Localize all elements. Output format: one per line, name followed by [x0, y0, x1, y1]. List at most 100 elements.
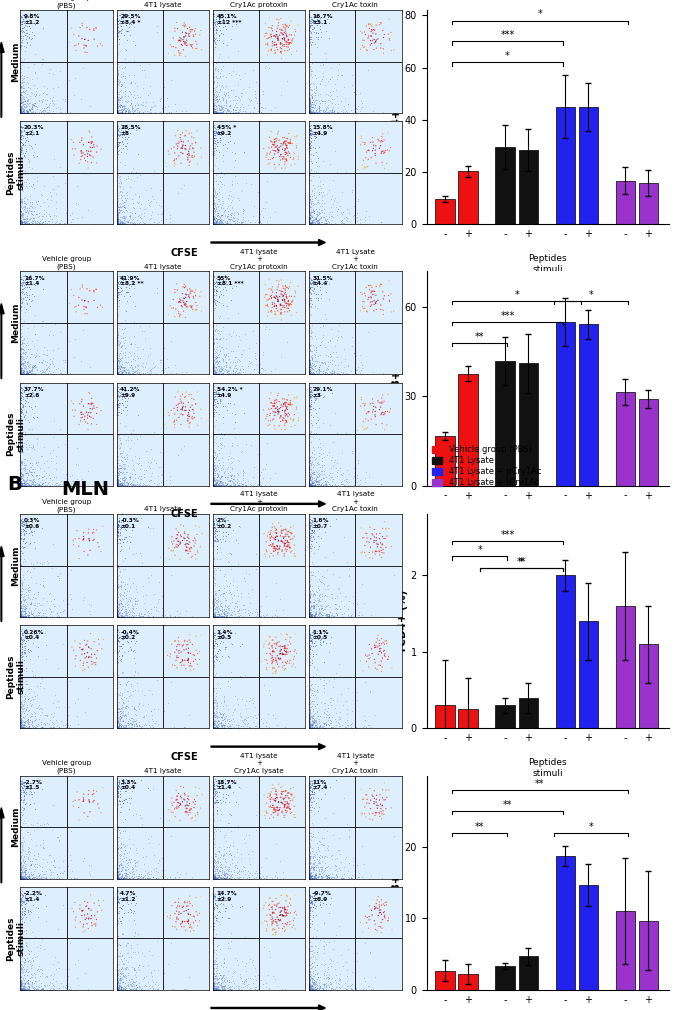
Point [47, 214, 57, 230]
Point [266, 907, 276, 923]
Point [20, 145, 30, 162]
Point [114, 105, 125, 121]
Point [114, 977, 124, 993]
Point [211, 404, 222, 420]
Point [212, 717, 223, 733]
Point [52, 869, 63, 885]
Point [120, 717, 131, 733]
Point [364, 806, 375, 822]
Point [212, 64, 223, 80]
Point [310, 608, 320, 624]
Point [208, 474, 218, 490]
Point [209, 709, 220, 725]
Point [306, 360, 316, 376]
Point [86, 397, 97, 413]
Point [97, 902, 107, 918]
Point [15, 631, 26, 647]
Point [114, 866, 125, 882]
Point [114, 361, 125, 377]
Point [376, 132, 387, 148]
Point [212, 465, 222, 481]
Point [70, 70, 80, 86]
Point [325, 847, 336, 864]
Point [31, 982, 42, 998]
Point [209, 476, 220, 492]
Point [20, 76, 31, 92]
Point [24, 709, 35, 725]
Point [208, 214, 219, 230]
Point [133, 957, 144, 974]
Point [311, 391, 322, 407]
Point [304, 357, 314, 373]
Point [305, 574, 316, 590]
Point [112, 214, 122, 230]
Point [210, 104, 220, 120]
Point [120, 982, 130, 998]
Point [212, 386, 223, 402]
Point [120, 624, 130, 640]
Point [258, 344, 269, 361]
Point [20, 591, 30, 607]
Point [116, 863, 127, 879]
Point [315, 174, 326, 190]
Point [307, 720, 318, 736]
Point [117, 449, 128, 466]
Point [112, 216, 123, 232]
Point [135, 213, 145, 229]
Point [208, 355, 218, 371]
Point [337, 609, 348, 625]
Point [118, 101, 129, 117]
Point [113, 870, 124, 886]
Point [158, 360, 169, 376]
Point [264, 898, 274, 914]
Point [332, 580, 343, 596]
Point [208, 871, 218, 887]
Point [304, 366, 315, 382]
Point [18, 100, 28, 116]
Point [16, 807, 27, 823]
Point [370, 916, 381, 932]
Point [212, 980, 223, 996]
Point [112, 440, 122, 457]
Point [306, 719, 317, 735]
Point [127, 212, 138, 228]
Point [316, 367, 327, 383]
Point [19, 189, 30, 205]
Point [42, 477, 53, 493]
Point [115, 846, 126, 863]
Point [313, 457, 324, 473]
Point [111, 384, 122, 400]
Point [21, 621, 32, 637]
Point [341, 954, 352, 971]
Point [16, 87, 26, 103]
Point [216, 718, 227, 734]
Point [214, 310, 225, 326]
Point [345, 716, 356, 732]
Point [112, 869, 122, 885]
Point [304, 383, 315, 399]
Point [18, 608, 29, 624]
Point [116, 519, 127, 535]
Point [24, 267, 35, 283]
Point [112, 609, 123, 625]
Point [208, 85, 219, 101]
Point [112, 473, 122, 489]
Point [128, 699, 139, 715]
Point [359, 855, 370, 872]
Point [112, 102, 123, 118]
Point [326, 321, 337, 337]
Point [136, 719, 147, 735]
Point [112, 781, 122, 797]
Point [208, 979, 218, 995]
Point [324, 84, 335, 100]
Point [29, 104, 40, 120]
Point [113, 16, 124, 32]
Point [16, 139, 26, 156]
Point [31, 980, 42, 996]
Point [212, 349, 222, 366]
Point [17, 34, 28, 50]
Point [279, 638, 290, 654]
Point [183, 906, 194, 922]
Point [312, 194, 322, 210]
Point [16, 214, 27, 230]
